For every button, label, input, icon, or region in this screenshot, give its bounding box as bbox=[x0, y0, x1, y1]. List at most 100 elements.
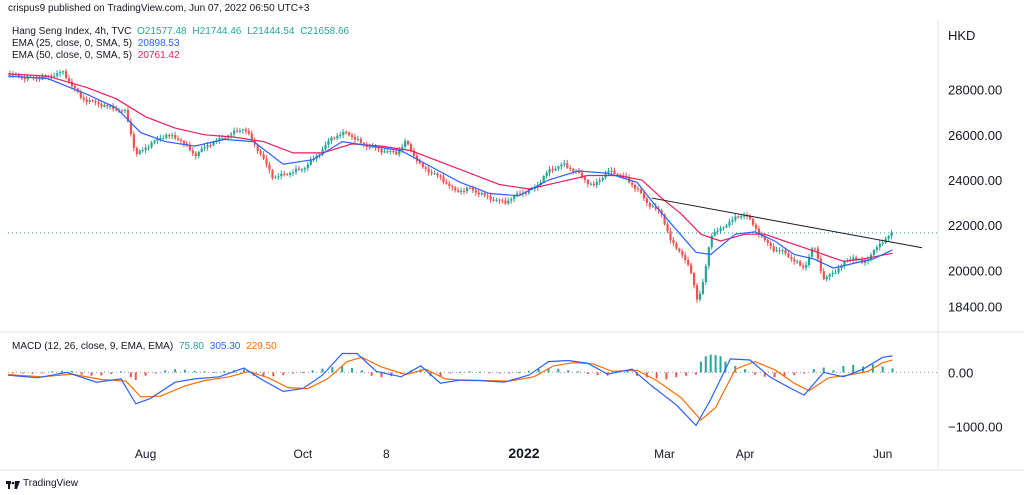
macd-histogram-bar bbox=[350, 368, 353, 373]
candle-body bbox=[551, 169, 554, 171]
candle-body bbox=[810, 248, 814, 257]
time-axis: Aug Oct 8 2022 Mar Apr Jun bbox=[135, 445, 892, 461]
candle-body bbox=[586, 179, 590, 184]
candle-body bbox=[97, 102, 100, 105]
candle-body bbox=[728, 221, 731, 226]
macd-histogram-bar bbox=[242, 369, 245, 373]
candle-body bbox=[790, 257, 793, 260]
candle-body bbox=[392, 150, 395, 152]
candle-body bbox=[805, 265, 808, 268]
candle-body bbox=[138, 150, 141, 154]
candle-body bbox=[135, 147, 138, 154]
macd-histogram-bar bbox=[577, 371, 580, 373]
candle-body bbox=[115, 109, 118, 111]
macd-histogram-bar bbox=[852, 364, 855, 373]
legend-low: L21444.54 bbox=[247, 26, 295, 37]
candle-body bbox=[168, 134, 171, 136]
candle-body bbox=[436, 173, 439, 176]
candle-body bbox=[554, 168, 557, 171]
macd-histogram-bar bbox=[881, 366, 884, 373]
legend-close: C21658.66 bbox=[300, 26, 350, 37]
candle-body bbox=[23, 77, 26, 80]
candle-body bbox=[471, 188, 475, 191]
macd-histogram-bar bbox=[110, 372, 113, 375]
candle-body bbox=[837, 268, 840, 273]
candle-body bbox=[283, 173, 286, 175]
candle-body bbox=[153, 140, 156, 143]
candle-body bbox=[725, 225, 728, 228]
candle-body bbox=[50, 75, 53, 77]
time-tick-label: Oct bbox=[294, 447, 313, 461]
candle-body bbox=[121, 110, 124, 112]
macd-histogram-bar bbox=[449, 372, 452, 374]
candle-body bbox=[793, 259, 796, 262]
macd-histogram-bar bbox=[655, 372, 658, 379]
candle-body bbox=[203, 147, 206, 149]
candle-body bbox=[863, 261, 867, 263]
candle-body bbox=[787, 253, 790, 258]
legend-macd-macd: 305.30 bbox=[209, 341, 241, 352]
macd-histogram-bar bbox=[518, 371, 521, 373]
candle-body bbox=[634, 184, 637, 189]
legend-ema50-value: 20761.42 bbox=[137, 50, 180, 61]
macd-histogram-bar bbox=[129, 372, 132, 378]
candle-body bbox=[504, 200, 507, 204]
candle-body bbox=[64, 71, 68, 79]
macd-histogram-bar bbox=[31, 372, 34, 374]
candle-body bbox=[268, 164, 271, 171]
candle-body bbox=[716, 230, 719, 232]
candle-body bbox=[112, 105, 115, 110]
legend-open: O21577.48 bbox=[137, 26, 187, 37]
candle-body bbox=[834, 272, 837, 274]
candle-body bbox=[639, 189, 643, 194]
price-tick-label: 24000.00 bbox=[948, 173, 1002, 188]
candle-body bbox=[56, 73, 59, 76]
candle-body bbox=[468, 187, 472, 189]
candle-body bbox=[519, 193, 522, 195]
candle-body bbox=[887, 235, 890, 239]
candle-body bbox=[560, 164, 563, 167]
candle-body bbox=[250, 133, 253, 141]
candle-body bbox=[230, 134, 233, 136]
price-tick-label: 28000.00 bbox=[948, 83, 1002, 98]
macd-tick-label: 0.00 bbox=[948, 365, 973, 380]
candle-body bbox=[778, 250, 781, 252]
candle-body bbox=[548, 169, 551, 173]
legend-main-label: Hang Seng Index, 4h, TVC bbox=[12, 26, 132, 37]
macd-histogram-bar bbox=[144, 372, 147, 376]
candle-body bbox=[681, 251, 684, 256]
candle-body bbox=[235, 130, 239, 132]
candle-body bbox=[566, 163, 569, 168]
legend-ema50: EMA (50, close, 0, SMA, 5) 20761.42 bbox=[12, 50, 180, 62]
candle-body bbox=[722, 227, 725, 229]
candle-body bbox=[38, 78, 41, 80]
candle-body bbox=[692, 273, 696, 286]
candle-body bbox=[132, 134, 135, 148]
candle-body bbox=[781, 250, 784, 252]
candle-body bbox=[177, 138, 180, 140]
macd-histogram-bar bbox=[557, 368, 560, 373]
macd-histogram-bar bbox=[773, 372, 776, 378]
candle-body bbox=[362, 142, 365, 145]
candle-body bbox=[645, 198, 649, 203]
candle-body bbox=[247, 131, 250, 134]
macd-histogram-bar bbox=[812, 369, 815, 373]
candle-body bbox=[542, 175, 545, 183]
candle-body bbox=[769, 242, 772, 247]
candle-body bbox=[265, 158, 268, 165]
candle-body bbox=[109, 105, 112, 107]
candle-body bbox=[704, 265, 707, 283]
candle-body bbox=[368, 146, 371, 148]
candle-body bbox=[191, 150, 194, 154]
candle-body bbox=[404, 141, 407, 147]
candle-body bbox=[507, 200, 510, 204]
candle-body bbox=[297, 168, 301, 170]
macd-histogram-bar bbox=[90, 372, 93, 376]
candle-body bbox=[274, 177, 277, 179]
candle-body bbox=[356, 138, 360, 140]
candle-body bbox=[578, 171, 581, 173]
candle-body bbox=[439, 175, 442, 177]
candle-body bbox=[233, 130, 236, 135]
candle-body bbox=[292, 172, 295, 174]
candle-body bbox=[813, 248, 817, 250]
